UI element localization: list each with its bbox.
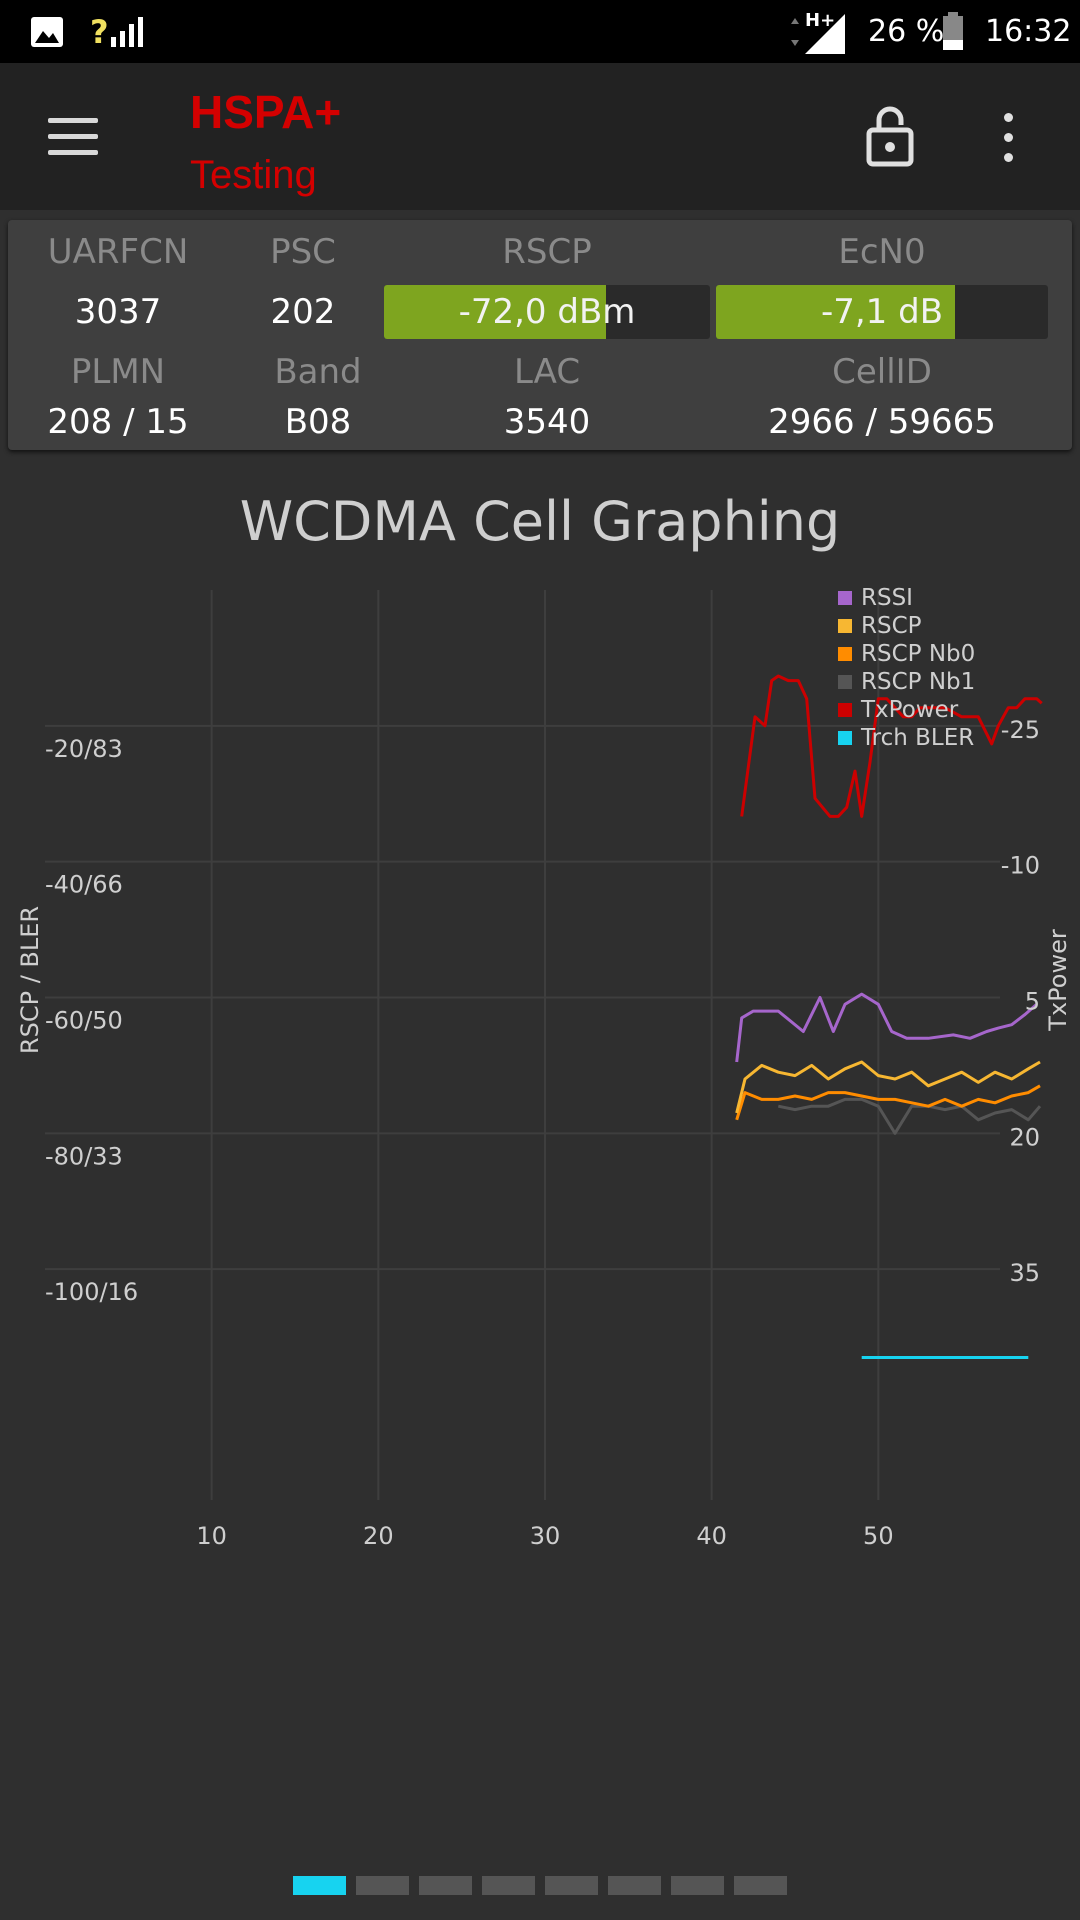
legend-swatch: [838, 675, 852, 689]
ecn0-label: EcN0: [838, 232, 926, 272]
legend-swatch: [838, 591, 852, 605]
y2-tick-label: -10: [1001, 852, 1040, 880]
graph-title: WCDMA Cell Graphing: [239, 490, 841, 553]
legend-label: TxPower: [860, 697, 959, 723]
y-tick-label: -20/83: [45, 735, 123, 763]
x-tick-label: 10: [196, 1522, 227, 1550]
y-tick-label: -60/50: [45, 1007, 123, 1035]
app-title: HSPA+: [190, 86, 342, 138]
signal-unknown-label: ?: [90, 12, 109, 51]
legend-label: RSCP: [861, 613, 922, 639]
cellid-label: CellID: [832, 352, 932, 392]
psc-value: 202: [270, 292, 336, 332]
ecn0-bar: -7,1 dB: [716, 285, 1048, 339]
legend-swatch: [838, 619, 852, 633]
page-dot[interactable]: [608, 1876, 661, 1895]
psc-label: PSC: [270, 232, 336, 272]
rscp-bar-fill: [384, 285, 606, 339]
legend-swatch: [838, 647, 852, 661]
ecn0-value: -7,1 dB: [820, 292, 944, 332]
y-axis-title: RSCP / BLER: [16, 906, 44, 1054]
unlock-icon[interactable]: [866, 103, 914, 167]
page-dot[interactable]: [482, 1876, 535, 1895]
app-bar: HSPA+ Testing: [0, 63, 1080, 210]
lac-label: LAC: [513, 352, 581, 392]
plmn-value: 208 / 15: [47, 402, 189, 442]
clock: 16:32: [985, 14, 1072, 49]
page-dot[interactable]: [356, 1876, 409, 1895]
rscp-label: RSCP: [502, 232, 592, 272]
mobile-data-icon: H+: [785, 0, 845, 63]
page-dot[interactable]: [419, 1876, 472, 1895]
series-rssi-line: [735, 992, 1038, 1063]
x-tick-label: 50: [863, 1522, 894, 1550]
x-tick-label: 30: [530, 1522, 561, 1550]
more-vert-icon[interactable]: [1000, 113, 1016, 163]
battery-icon: [943, 12, 963, 50]
y-tick-label: -40/66: [45, 871, 123, 899]
page-dot[interactable]: [734, 1876, 787, 1895]
x-tick-label: 20: [363, 1522, 394, 1550]
legend-label: RSCP Nb1: [861, 669, 975, 695]
y2-tick-label: 5: [1025, 988, 1040, 1016]
app-subtitle: Testing: [190, 153, 317, 197]
hamburger-menu-icon[interactable]: [48, 118, 98, 156]
series-rscp-nb1-line: [778, 1097, 1042, 1135]
y2-axis-title: TxPower: [1044, 929, 1072, 1032]
y2-tick-label: 35: [1009, 1259, 1040, 1287]
lac-value: 3540: [503, 402, 591, 442]
rscp-bar: -72,0 dBm: [384, 285, 710, 339]
page-dot[interactable]: [671, 1876, 724, 1895]
series-rscp-line: [735, 1060, 1041, 1114]
rscp-value: -72,0 dBm: [458, 292, 636, 332]
y-tick-label: -80/33: [45, 1142, 123, 1170]
legend-label: Trch BLER: [860, 725, 974, 751]
cell-graph: 10 20 30 40 50 -20/83 -40/66 -60/50 -80/33 -100/1…: [16, 585, 1072, 1550]
x-tick-label: 40: [696, 1522, 727, 1550]
image-notification-icon: [31, 17, 63, 47]
y2-tick-label: 20: [1009, 1123, 1040, 1151]
legend-label: RSCP Nb0: [861, 641, 975, 667]
cellid-value: 2966 / 59665: [768, 402, 996, 442]
uarfcn-label: UARFCN: [47, 232, 189, 272]
network-type-label: H+: [805, 10, 836, 31]
uarfcn-value: 3037: [74, 292, 162, 332]
series-rscp-nb0-line: [735, 1084, 1041, 1121]
ecn0-bar-fill: [716, 285, 956, 339]
y2-tick-label: -25: [1001, 716, 1040, 744]
series-txpower-line: [740, 674, 1043, 818]
legend-swatch: [838, 731, 852, 745]
page-dot[interactable]: [545, 1876, 598, 1895]
signal-strength-icon: ?: [90, 0, 143, 63]
band-value: B08: [284, 402, 352, 442]
legend-swatch: [838, 703, 852, 717]
band-label: Band: [274, 352, 362, 392]
legend-label: RSSI: [861, 585, 913, 611]
status-bar: ? H+ 26 % 16:32: [0, 0, 1080, 63]
page-indicator: [293, 1876, 787, 1895]
plmn-label: PLMN: [70, 352, 166, 392]
cell-info-panel: UARFCN 3037 PSC 202 RSCP -72,0 dBm EcN0 …: [8, 220, 1072, 450]
battery-label: 26 %: [868, 14, 945, 49]
page-dot[interactable]: [293, 1876, 346, 1895]
y-tick-label: -100/16: [45, 1278, 138, 1306]
